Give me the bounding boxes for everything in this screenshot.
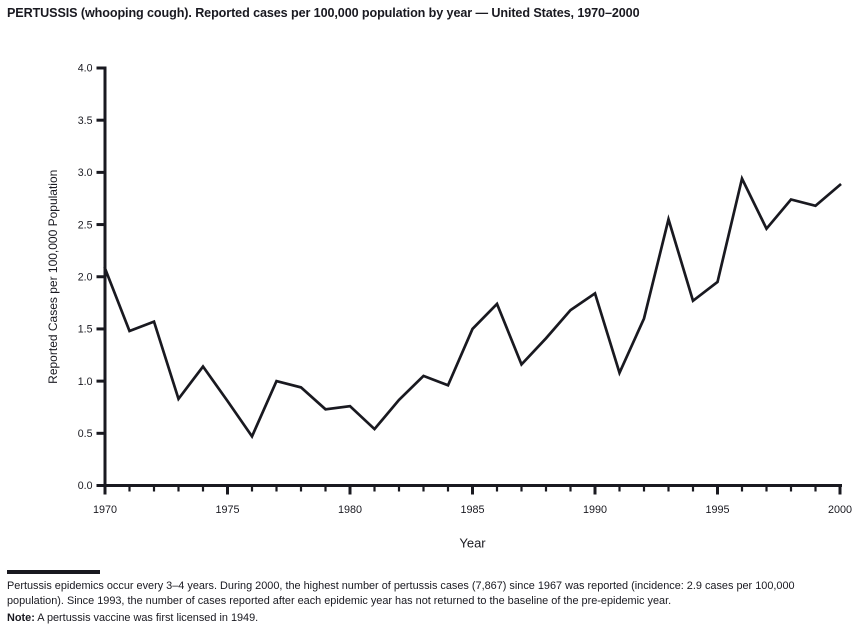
footnote-divider <box>7 570 100 574</box>
x-tick-label: 1985 <box>460 504 484 516</box>
x-tick-label: 1990 <box>583 504 607 516</box>
chart-title: PERTUSSIS (whooping cough). Reported cas… <box>7 6 640 20</box>
y-axis-title: Reported Cases per 100,000 Population <box>46 170 60 384</box>
note-text: A pertussis vaccine was first licensed i… <box>34 612 259 624</box>
y-tick-label: 1.5 <box>78 324 93 336</box>
x-tick-label: 1995 <box>705 504 729 516</box>
data-line <box>103 174 842 440</box>
y-tick-label: 3.0 <box>78 167 93 179</box>
y-tick-label: 0.0 <box>78 480 93 492</box>
x-tick-label: 1980 <box>338 504 362 516</box>
y-tick-label: 2.0 <box>78 271 93 283</box>
note-label: Note: <box>7 612 35 624</box>
y-tick-label: 0.5 <box>78 428 93 440</box>
y-tick-label: 4.0 <box>78 63 93 75</box>
y-tick-label: 3.5 <box>78 115 93 127</box>
x-tick-label: 1970 <box>93 504 117 516</box>
footnote-note: Note: A pertussis vaccine was first lice… <box>7 611 852 626</box>
x-tick-label: 1975 <box>215 504 239 516</box>
x-tick-label: 2000 <box>828 504 852 516</box>
y-tick-label: 1.0 <box>78 376 93 388</box>
footnote-paragraph: Pertussis epidemics occur every 3–4 year… <box>7 580 795 607</box>
pertussis-line-chart: 0.0 0.5 1.0 1.5 2.0 2.5 3.0 3.5 4.0 1970 1975 1980 1… <box>46 63 852 551</box>
y-tick-label: 2.5 <box>78 219 93 231</box>
x-axis-title: Year <box>459 536 486 551</box>
